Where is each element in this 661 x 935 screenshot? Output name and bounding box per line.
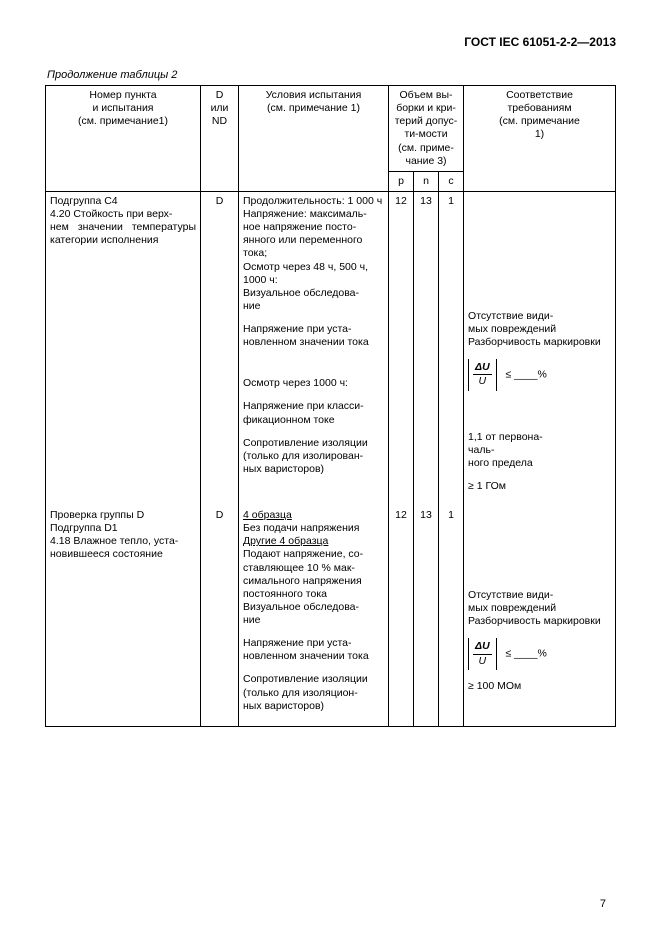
req-text: ≥ 1 ГОм [468,480,611,493]
sample-heading: Другие 4 образца [243,535,328,547]
cond-text: Осмотр через 1000 ч: [243,377,384,390]
cell-p: 12 [389,506,414,726]
req-text: Отсутствие види- мых повреждений Разборч… [468,310,611,349]
cell-dnd: D [201,191,239,506]
standard-code: ГОСТ IEC 61051-2-2—2013 [45,35,616,49]
table-header-row: Номер пункта и испытания (см. примечание… [46,86,616,172]
cond-text: Сопротивление изоляции (только для изоля… [243,673,384,712]
th-sample: Объем вы- борки и кри- терий допус- ти-м… [389,86,464,172]
req-text: Отсутствие види- мых повреждений Разборч… [468,589,611,628]
th-item: Номер пункта и испытания (см. примечание… [46,86,201,192]
item-title: Подгруппа C4 [50,195,196,208]
req-formula: ΔU U ≤ ____% [468,359,611,390]
sample-heading: 4 образца [243,509,292,521]
item-title: Проверка группы D Подгруппа D1 [50,509,196,535]
th-cond: Условия испытания (см. примечание 1) [239,86,389,192]
th-n: n [414,171,439,191]
formula-numerator: ΔU [473,640,492,654]
table-row: Проверка группы D Подгруппа D1 4.18 Влаж… [46,506,616,726]
formula-denominator: U [473,655,492,668]
cell-dnd: D [201,506,239,726]
cell-p: 12 [389,191,414,506]
cell-req: Отсутствие види- мых повреждений Разборч… [464,506,616,726]
th-c: c [439,171,464,191]
cell-c: 1 [439,191,464,506]
cond-text: Напряжение при уста- новленном значении … [243,323,384,349]
formula-tail: ≤ ____% [505,369,546,381]
formula-denominator: U [473,375,492,388]
req-formula: ΔU U ≤ ____% [468,638,611,669]
cell-req: Отсутствие види- мых повреждений Разборч… [464,191,616,506]
req-text: 1,1 от первона- чаль- ного предела [468,431,611,470]
cond-text: Без подачи напряжения [243,522,384,535]
page-number: 7 [600,898,606,910]
cond-text: Сопротивление изоляции (только для изоли… [243,437,384,476]
standards-table: Номер пункта и испытания (см. примечание… [45,85,616,727]
cell-n: 13 [414,191,439,506]
cell-n: 13 [414,506,439,726]
cond-text: Подают напряжение, со- ставляющее 10 % м… [243,548,384,627]
formula-tail: ≤ ____% [505,648,546,660]
cond-text: Продолжительность: 1 000 ч Напряжение: м… [243,195,384,313]
cell-item: Подгруппа C4 4.20 Стойкость при верх- не… [46,191,201,506]
cell-c: 1 [439,506,464,726]
cell-cond: 4 образца Без подачи напряжения Другие 4… [239,506,389,726]
th-dnd: D или ND [201,86,239,192]
th-req: Соответствие требованиям (см. примечание… [464,86,616,192]
req-text: ≥ 100 МОм [468,680,611,693]
cell-item: Проверка группы D Подгруппа D1 4.18 Влаж… [46,506,201,726]
cond-text: Напряжение при уста- новленном значении … [243,637,384,663]
cell-cond: Продолжительность: 1 000 ч Напряжение: м… [239,191,389,506]
table-caption: Продолжение таблицы 2 [47,69,616,81]
cond-text: Напряжение при класси- фикационном токе [243,400,384,426]
table-row: Подгруппа C4 4.20 Стойкость при верх- не… [46,191,616,506]
item-body: 4.18 Влажное тепло, уста- новившееся сос… [50,535,196,561]
item-body: 4.20 Стойкость при верх- нем значении те… [50,208,196,247]
formula-numerator: ΔU [473,361,492,375]
th-p: p [389,171,414,191]
